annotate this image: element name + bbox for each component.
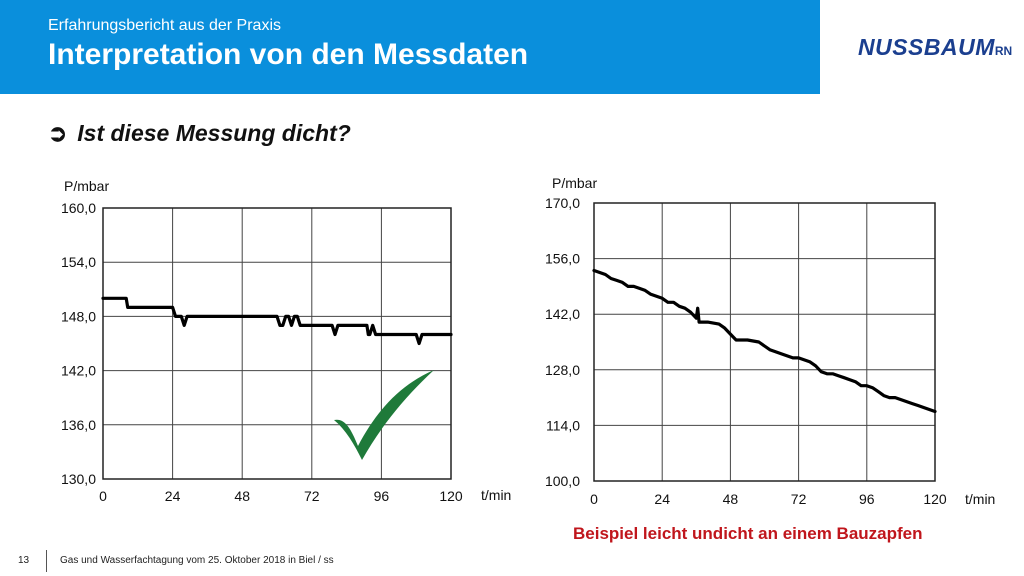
chart2-x-axis-label: t/min [965, 491, 995, 507]
chart2-x-tick-label: 72 [791, 491, 807, 507]
chart2-y-tick-label: 170,0 [545, 195, 580, 211]
company-logo: NUSSBAUMRN [858, 34, 1012, 61]
chart1-x-tick-label: 72 [304, 488, 320, 504]
chart1-x-tick-label: 48 [234, 488, 250, 504]
bullet-text: Ist diese Messung dicht? [77, 120, 351, 146]
chart1-x-tick-label: 96 [374, 488, 390, 504]
chart1-y-tick-label: 142,0 [61, 363, 96, 379]
chart2-y-axis-label: P/mbar [552, 175, 597, 191]
chart1-y-tick-label: 160,0 [61, 200, 96, 216]
chart1-x-tick-label: 24 [165, 488, 181, 504]
chart2-x-tick-label: 96 [859, 491, 875, 507]
chart2-y-tick-label: 128,0 [545, 362, 580, 378]
chart1-series-line [101, 296, 453, 346]
chart1-plot-frame [102, 207, 452, 480]
chart2-x-tick-label: 24 [654, 491, 670, 507]
chart1-y-tick-label: 130,0 [61, 471, 96, 487]
chart1-y-tick-label: 148,0 [61, 308, 96, 324]
chart1-x-axis-label: t/min [481, 487, 511, 503]
chart1-y-axis-label: P/mbar [64, 178, 109, 194]
chart1-y-tick-label: 136,0 [61, 417, 96, 433]
header-subtitle: Erfahrungsbericht aus der Praxis [48, 17, 281, 34]
arrow-bullet-icon: ➲ [48, 120, 68, 146]
chart1-y-tick-label: 154,0 [61, 254, 96, 270]
chart2-series-line [592, 268, 937, 414]
chart1-x-tick-label: 0 [99, 488, 107, 504]
chart2-x-tick-label: 120 [923, 491, 947, 507]
checkmark-icon [334, 370, 434, 460]
footer-text: Gas und Wasserfachtagung vom 25. Oktober… [60, 555, 334, 566]
logo-main: NUSSBAUM [858, 34, 995, 60]
chart2-y-tick-label: 100,0 [545, 473, 580, 489]
chart2-x-tick-label: 48 [723, 491, 739, 507]
page-number: 13 [18, 555, 30, 566]
chart2-x-tick-label: 0 [590, 491, 598, 507]
chart2-y-tick-label: 156,0 [545, 251, 580, 267]
page-title: Interpretation von den Messdaten [48, 38, 529, 71]
bullet-question: ➲ Ist diese Messung dicht? [48, 120, 351, 147]
chart2-y-tick-label: 114,0 [546, 417, 580, 433]
footer-divider [46, 550, 47, 572]
logo-suffix: RN [994, 44, 1013, 58]
chart1-x-tick-label: 120 [439, 488, 463, 504]
chart2-plot-frame [593, 202, 936, 482]
chart-caption: Beispiel leicht undicht an einem Bauzapf… [573, 524, 923, 543]
header-bar: Erfahrungsbericht aus der Praxis Interpr… [0, 0, 820, 94]
chart2-y-tick-label: 142,0 [545, 306, 580, 322]
